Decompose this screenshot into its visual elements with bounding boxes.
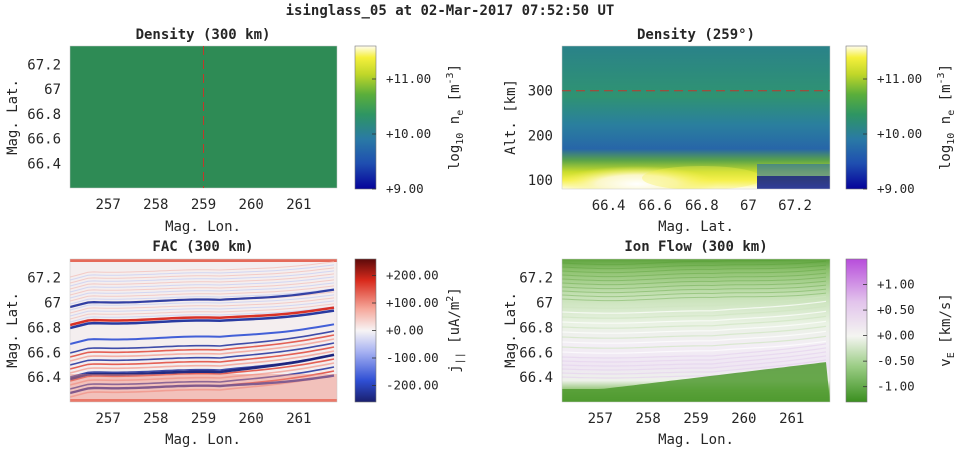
y-tick-label: 66.4 xyxy=(27,156,61,172)
panel-title: Density (259°) xyxy=(637,27,755,43)
y-tick-label: 66.4 xyxy=(519,370,553,386)
y-tick-labels: 66.4 66.6 66.8 67 67.2 xyxy=(27,58,61,173)
x-tick-labels: 66.4 66.6 66.8 67 67.2 xyxy=(592,198,812,214)
panel-title: Ion Flow (300 km) xyxy=(624,239,767,255)
altitude-density-map xyxy=(562,46,830,189)
x-tick-label: 259 xyxy=(683,411,708,427)
x-tick-label: 257 xyxy=(95,197,120,213)
colorbar xyxy=(845,45,868,190)
x-tick-label: 257 xyxy=(588,411,613,427)
colorbar-label: log10 ne [m-3] xyxy=(936,64,957,170)
x-tick-labels: 257 258 259 260 261 xyxy=(95,411,311,427)
y-tick-label: 66.6 xyxy=(27,132,61,148)
x-axis-label: Mag. Lat. xyxy=(658,219,734,235)
x-axis-label: Mag. Lon. xyxy=(165,432,241,448)
colorbar-tick-label: +10.00 xyxy=(386,126,431,141)
y-tick-labels: 66.4 66.6 66.8 67 67.2 xyxy=(27,271,61,386)
colorbar-tick-label: +0.00 xyxy=(386,323,424,338)
y-tick-label: 66.4 xyxy=(27,370,61,386)
x-tick-label: 67.2 xyxy=(778,198,812,214)
y-tick-label: 300 xyxy=(528,84,553,100)
x-tick-labels: 257 258 259 260 261 xyxy=(95,197,311,213)
colorbar-tick-label: +9.00 xyxy=(386,181,424,196)
colorbar-tick-label: -0.50 xyxy=(877,353,915,368)
colorbar-tick-label: +0.00 xyxy=(877,328,915,343)
x-tick-label: 66.6 xyxy=(638,198,672,214)
y-tick-label: 200 xyxy=(528,128,553,144)
y-tick-label: 100 xyxy=(528,173,553,189)
colorbar-tick-label: +9.00 xyxy=(877,181,915,196)
colorbar-tick-label: +1.00 xyxy=(877,277,915,292)
colorbar xyxy=(354,45,377,190)
axes-frame xyxy=(561,45,831,190)
colorbar-tick-label: +0.50 xyxy=(877,302,915,317)
colorbar-tick-labels: +9.00 +10.00 +11.00 xyxy=(863,71,922,196)
colorbar-tick-label: +11.00 xyxy=(877,71,922,86)
colorbar-tick-label: -100.00 xyxy=(386,350,439,365)
y-tick-label: 66.6 xyxy=(519,345,553,361)
panel-density-259deg: Density (259°) 66.4 66.6 66.8 67 67.2 100 200… xyxy=(503,27,957,235)
colorbar-tick-label: -1.00 xyxy=(877,379,915,394)
colorbar-tick-label: +200.00 xyxy=(386,268,439,283)
y-tick-label: 67.2 xyxy=(27,58,61,74)
y-tick-label: 67.2 xyxy=(519,271,553,287)
y-tick-label: 66.8 xyxy=(27,320,61,336)
x-tick-label: 261 xyxy=(779,411,804,427)
colorbar-tick-labels: -200.00 -100.00 +0.00 +100.00 +200.00 xyxy=(372,268,439,393)
x-tick-label: 258 xyxy=(635,411,660,427)
colorbar-tick-labels: -1.00 -0.50 +0.00 +0.50 +1.00 xyxy=(863,277,915,394)
y-tick-label: 67 xyxy=(44,296,61,312)
x-tick-label: 260 xyxy=(239,197,264,213)
x-tick-label: 260 xyxy=(731,411,756,427)
y-axis-label: Mag. Lat. xyxy=(503,292,519,368)
x-tick-label: 66.8 xyxy=(685,198,719,214)
y-tick-label: 66.8 xyxy=(519,320,553,336)
colorbar-label: j|| [uA/m2] xyxy=(445,287,466,373)
x-tick-label: 66.4 xyxy=(592,198,626,214)
colorbar-tick-label: +11.00 xyxy=(386,71,431,86)
x-tick-label: 259 xyxy=(191,197,216,213)
x-tick-label: 259 xyxy=(191,411,216,427)
y-axis-label: Mag. Lat. xyxy=(5,292,21,368)
y-tick-label: 66.8 xyxy=(27,107,61,123)
panel-fac-300km: FAC (300 km) 257 258 259 260 261 66.466.666.… xyxy=(5,239,466,448)
x-axis-label: Mag. Lon. xyxy=(165,219,241,235)
x-tick-label: 258 xyxy=(143,197,168,213)
colorbar-label: log10 ne [m-3] xyxy=(445,64,466,170)
colorbar-tick-label: +10.00 xyxy=(877,126,922,141)
axes-frame xyxy=(561,258,831,403)
colorbar xyxy=(845,258,868,403)
x-tick-label: 260 xyxy=(239,411,264,427)
x-tick-label: 261 xyxy=(286,197,311,213)
y-tick-label: 67.2 xyxy=(27,271,61,287)
x-axis-label: Mag. Lon. xyxy=(658,432,734,448)
colorbar-label: vE [km/s] xyxy=(938,293,957,366)
fac-map xyxy=(70,259,337,402)
ion-flow-map xyxy=(562,259,830,402)
panel-ion-flow-300km: Ion Flow (300 km) 257 258 259 260 261 66.466… xyxy=(503,239,957,448)
panel-title: FAC (300 km) xyxy=(152,239,253,255)
colorbar-tick-label: +100.00 xyxy=(386,295,439,310)
panel-density-300km: Density (300 km) 257 258 259 260 261 66.466.… xyxy=(5,27,466,235)
x-tick-labels: 257 258 259 260 261 xyxy=(588,411,805,427)
x-tick-label: 261 xyxy=(286,411,311,427)
panel-title: Density (300 km) xyxy=(136,27,271,43)
x-tick-label: 67 xyxy=(740,198,757,214)
colorbar-tick-label: -200.00 xyxy=(386,378,439,393)
x-tick-label: 257 xyxy=(95,411,120,427)
x-tick-label: 258 xyxy=(143,411,168,427)
y-tick-label: 66.6 xyxy=(27,345,61,361)
y-tick-labels: 66.4 66.6 66.8 67 67.2 xyxy=(519,271,553,386)
y-tick-label: 67 xyxy=(536,296,553,312)
axes-frame xyxy=(69,258,338,403)
y-axis-label: Mag. Lat. xyxy=(5,79,21,155)
y-tick-labels: 100 200 300 xyxy=(528,84,553,189)
y-tick-label: 67 xyxy=(44,82,61,98)
figure-suptitle: isinglass_05 at 02-Mar-2017 07:52:50 UT xyxy=(286,3,615,19)
y-axis-label: Alt. [km] xyxy=(503,79,519,155)
colorbar-tick-labels: +9.00 +10.00 +11.00 xyxy=(372,71,431,196)
